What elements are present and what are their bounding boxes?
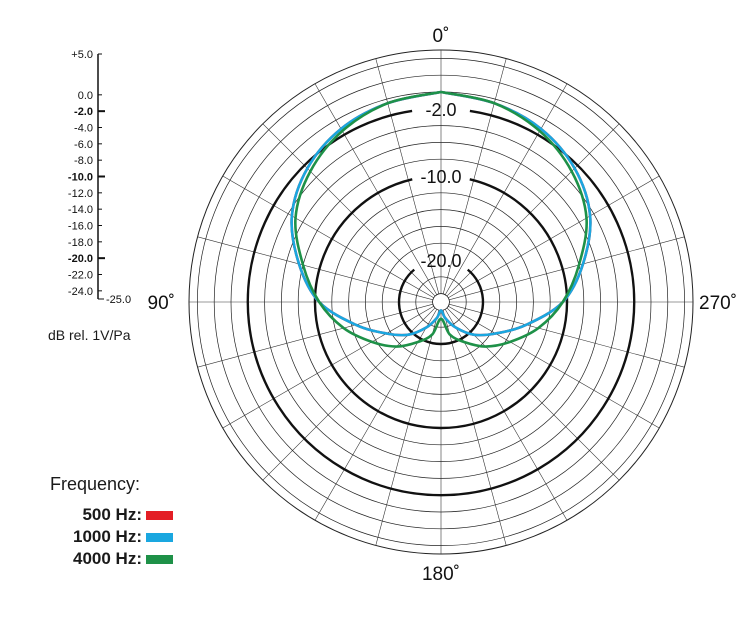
grid-spoke xyxy=(444,309,568,521)
bold-ring-label: -2.0 xyxy=(425,100,456,120)
scale-tick-label: -18.0 xyxy=(68,237,93,249)
scale-tick-label: -16.0 xyxy=(68,221,93,233)
bold-ring xyxy=(246,109,636,497)
grid-spoke xyxy=(222,305,434,429)
scale-tick-label: -14.0 xyxy=(68,204,93,216)
grid-spoke xyxy=(262,123,436,297)
scale-tick-label: -24.0 xyxy=(68,286,93,298)
scale-tick-label: -4.0 xyxy=(74,123,93,135)
scale-tick-label: -20.0 xyxy=(68,253,93,265)
unit-label: dB rel. 1V/Pa xyxy=(48,327,131,343)
angle-label-180: 180˚ xyxy=(422,564,460,585)
angle-label-90: 90˚ xyxy=(148,293,175,314)
response-curves xyxy=(290,90,592,348)
grid-spoke xyxy=(444,83,568,295)
legend-item-500hz: 500 Hz: xyxy=(50,504,173,526)
grid-spoke xyxy=(222,175,434,299)
scale-tick-label: -22.0 xyxy=(68,270,93,282)
bold-ring xyxy=(313,178,569,430)
legend-label: 1000 Hz: xyxy=(73,527,142,546)
scale-tick-label: 0.0 xyxy=(78,90,93,102)
scale-tick-label: +5.0 xyxy=(71,49,93,61)
grid-spoke xyxy=(449,236,685,301)
legend-title: Frequency: xyxy=(50,474,141,494)
legend-swatch xyxy=(146,532,173,542)
legend: Frequency: 500 Hz: 1000 Hz: 4000 Hz: xyxy=(50,474,173,570)
legend-label: 500 Hz: xyxy=(82,505,142,524)
grid-spoke xyxy=(449,303,685,368)
scale-tick-label: -2.0 xyxy=(74,106,93,118)
grid-spoke xyxy=(442,310,507,546)
legend-swatch xyxy=(146,554,173,564)
series-line-1000hz xyxy=(290,90,592,337)
scale-tick-label: -8.0 xyxy=(74,155,93,167)
scale-tick-label: -25.0 xyxy=(106,294,131,306)
scale-tick-label: -10.0 xyxy=(68,172,93,184)
grid-spoke xyxy=(197,236,433,301)
grid-ring xyxy=(432,293,450,311)
scale-tick-label: -12.0 xyxy=(68,188,93,200)
grid-spoke xyxy=(197,303,433,368)
grid-spoke xyxy=(448,305,660,429)
angle-label-0: 0˚ xyxy=(433,26,450,47)
legend-item-1000hz: 1000 Hz: xyxy=(50,526,173,548)
grid-spoke xyxy=(446,123,620,297)
grid-spoke xyxy=(442,58,507,294)
legend-swatch xyxy=(146,510,173,520)
bold-ring-label: -20.0 xyxy=(420,251,461,271)
bold-ring-label: -10.0 xyxy=(420,167,461,187)
legend-label: 4000 Hz: xyxy=(73,549,142,568)
legend-item-4000hz: 4000 Hz: xyxy=(50,548,173,570)
polar-grid xyxy=(188,49,694,555)
grid-spoke xyxy=(375,310,440,546)
grid-spoke xyxy=(448,175,660,299)
angle-label-270: 270˚ xyxy=(699,293,737,314)
chart-labels: -2.0 -10.0 -20.0 0˚ 90˚ 180˚ 270˚ xyxy=(148,26,738,585)
db-scale: +5.0 0.0 -2.0 -4.0 -6.0 -8.0 -10.0 -12.0 -14.0 -1… xyxy=(68,49,131,306)
grid-spoke xyxy=(314,83,438,295)
series-line-4000hz xyxy=(294,90,588,348)
grid-spoke xyxy=(314,309,438,521)
grid-spoke xyxy=(375,58,440,294)
grid-spoke xyxy=(262,307,436,481)
bold-ring xyxy=(397,268,485,346)
grid-spoke xyxy=(446,307,620,481)
scale-tick-label: -6.0 xyxy=(74,139,93,151)
